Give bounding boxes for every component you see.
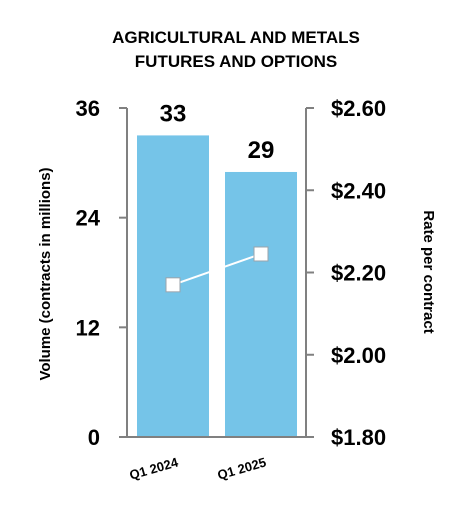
bars-group — [137, 135, 297, 437]
bar-data-label-1: 33 — [160, 100, 187, 127]
rate-point-1 — [165, 277, 181, 293]
category-label-2: Q1 2025 — [216, 454, 268, 482]
right-tick-label-2: $2.00 — [331, 343, 386, 368]
left-tick-label-2: 12 — [76, 315, 100, 340]
rate-line — [172, 253, 262, 286]
data-labels-group: 33 29 — [160, 100, 275, 164]
right-tick-label-5: $2.60 — [331, 96, 386, 121]
left-tick-label-4: 36 — [76, 96, 100, 121]
right-tick-label-4: $2.40 — [331, 178, 386, 203]
left-tick-label-1: 0 — [88, 425, 100, 450]
rate-point-2 — [253, 246, 269, 262]
left-tick-label-3: 24 — [76, 206, 101, 231]
category-labels-group: Q1 2024 Q1 2025 — [128, 454, 268, 482]
left-axis-title: Volume (contracts in millions) — [37, 167, 54, 380]
right-axis-title: Rate per contract — [420, 210, 437, 333]
chart-title-line-2: FUTURES AND OPTIONS — [134, 52, 338, 71]
category-label-1: Q1 2024 — [128, 454, 181, 482]
chart-title-line-1: AGRICULTURAL AND METALS — [112, 28, 360, 47]
bar-2 — [225, 171, 297, 437]
bar-data-label-2: 29 — [248, 137, 275, 164]
chart-title: AGRICULTURAL AND METALS FUTURES AND OPTI… — [0, 26, 472, 74]
right-tick-label-3: $2.20 — [331, 261, 386, 286]
axes-group — [119, 107, 314, 438]
right-tick-label-1: $1.80 — [331, 425, 386, 450]
rate-line-group — [165, 246, 269, 293]
tick-labels-group: 0 12 24 36 $1.80 $2.00 $2.20 $2.40 $2.60 — [76, 96, 387, 450]
